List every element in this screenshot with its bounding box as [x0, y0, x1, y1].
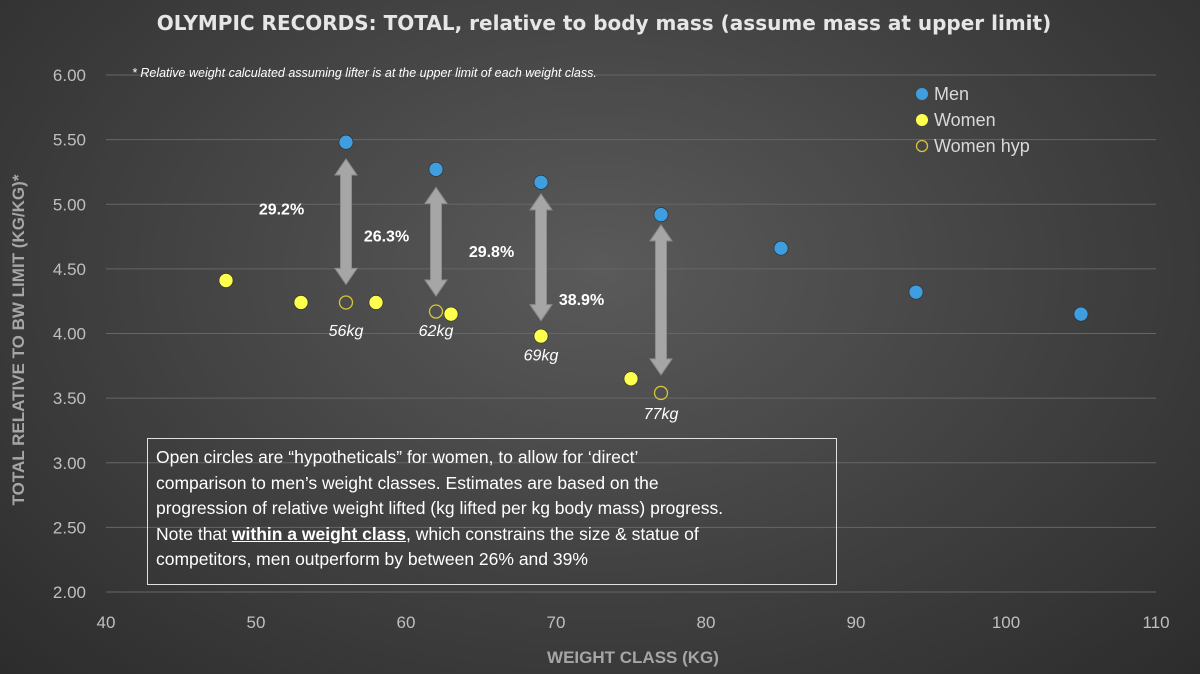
data-point-women: [218, 273, 234, 288]
chart-title: OLYMPIC RECORDS: TOTAL, relative to body…: [157, 11, 1051, 35]
x-tick-label: 60: [397, 613, 416, 632]
textbox-line: progression of relative weight lifted (k…: [156, 498, 724, 518]
weight-class-label: 62kg: [419, 323, 454, 340]
y-axis-ticks: 2.00 2.50 3.00 3.50 4.00 4.50 5.00 5.50 6.00: [53, 66, 86, 602]
annotation-labels: 29.2% 26.3% 29.8% 38.9% 56kg 62kg 69kg 77kg: [259, 202, 679, 423]
y-tick-label: 3.50: [53, 389, 86, 408]
x-tick-label: 90: [847, 613, 866, 632]
data-point-women-hyp: [338, 295, 354, 310]
x-axis-title: WEIGHT CLASS (KG): [547, 648, 719, 667]
y-tick-label: 2.50: [53, 518, 86, 537]
legend-marker-women: [916, 114, 928, 126]
weight-class-label: 69kg: [524, 348, 559, 365]
data-point-women: [533, 328, 549, 344]
legend: Men Women Women hyp: [915, 84, 1030, 156]
percent-difference-label: 29.8%: [469, 244, 514, 261]
data-point-men: [908, 284, 924, 300]
data-point-women-hyp: [428, 304, 444, 319]
textbox-text: Note that: [156, 523, 232, 544]
percent-difference-label: 29.2%: [259, 202, 304, 219]
legend-label-women-hyp: Women hyp: [934, 136, 1030, 156]
x-axis-ticks: 40 50 60 70 80 90 100 110: [97, 613, 1170, 632]
percent-difference-label: 26.3%: [364, 229, 409, 246]
data-point-women: [443, 306, 459, 322]
textbox-line: comparison to men’s weight classes. Esti…: [156, 472, 659, 493]
y-tick-label: 2.00: [53, 583, 86, 602]
weight-class-label: 56kg: [329, 323, 364, 340]
y-tick-label: 4.00: [53, 325, 86, 344]
data-point-women: [623, 371, 639, 387]
double-arrow: [424, 186, 448, 297]
data-point-women-hyp: [653, 385, 669, 401]
x-tick-label: 110: [1142, 613, 1169, 632]
data-points: [218, 134, 1089, 401]
footnote: * Relative weight calculated assuming li…: [132, 66, 597, 80]
textbox-text: , which constrains the size & statue of: [405, 523, 699, 544]
data-point-women: [293, 295, 309, 310]
y-tick-label: 4.50: [53, 260, 86, 279]
textbox-emphasis: within a weight class: [231, 523, 406, 544]
x-tick-label: 40: [97, 613, 116, 632]
weight-class-label: 77kg: [644, 406, 679, 423]
data-point-women: [368, 295, 384, 310]
y-tick-label: 6.00: [53, 66, 86, 85]
x-tick-label: 100: [992, 613, 1020, 632]
y-tick-label: 5.50: [53, 131, 86, 150]
textbox-line: Note that within a weight class, which c…: [156, 522, 828, 548]
data-point-men: [428, 162, 444, 177]
legend-marker-women-hyp: [915, 139, 929, 153]
x-tick-label: 80: [697, 613, 716, 632]
gridlines: [106, 74, 1156, 593]
legend-marker-men: [916, 88, 928, 100]
y-tick-label: 3.00: [53, 454, 86, 473]
data-point-men: [533, 174, 549, 190]
textbox-line: competitors, men outperform by between 2…: [156, 549, 588, 569]
explanation-textbox: Open circles are “hypotheticals” for wom…: [147, 438, 837, 585]
double-arrow: [649, 224, 673, 376]
x-tick-label: 70: [547, 613, 566, 632]
double-arrow: [334, 158, 358, 286]
y-axis-title: TOTAL RELATIVE TO BW LIMIT (KG/KG)*: [9, 174, 28, 505]
x-tick-label: 50: [247, 613, 266, 632]
legend-label-women: Women: [934, 110, 996, 130]
difference-arrows: [334, 158, 673, 376]
data-point-men: [338, 134, 354, 150]
data-point-men: [773, 240, 789, 256]
data-point-men: [653, 207, 669, 222]
double-arrow: [529, 193, 553, 322]
percent-difference-label: 38.9%: [559, 292, 604, 309]
legend-label-men: Men: [934, 84, 969, 104]
y-tick-label: 5.00: [53, 195, 86, 214]
textbox-line: Open circles are “hypotheticals” for wom…: [156, 447, 639, 467]
data-point-men: [1073, 306, 1089, 322]
